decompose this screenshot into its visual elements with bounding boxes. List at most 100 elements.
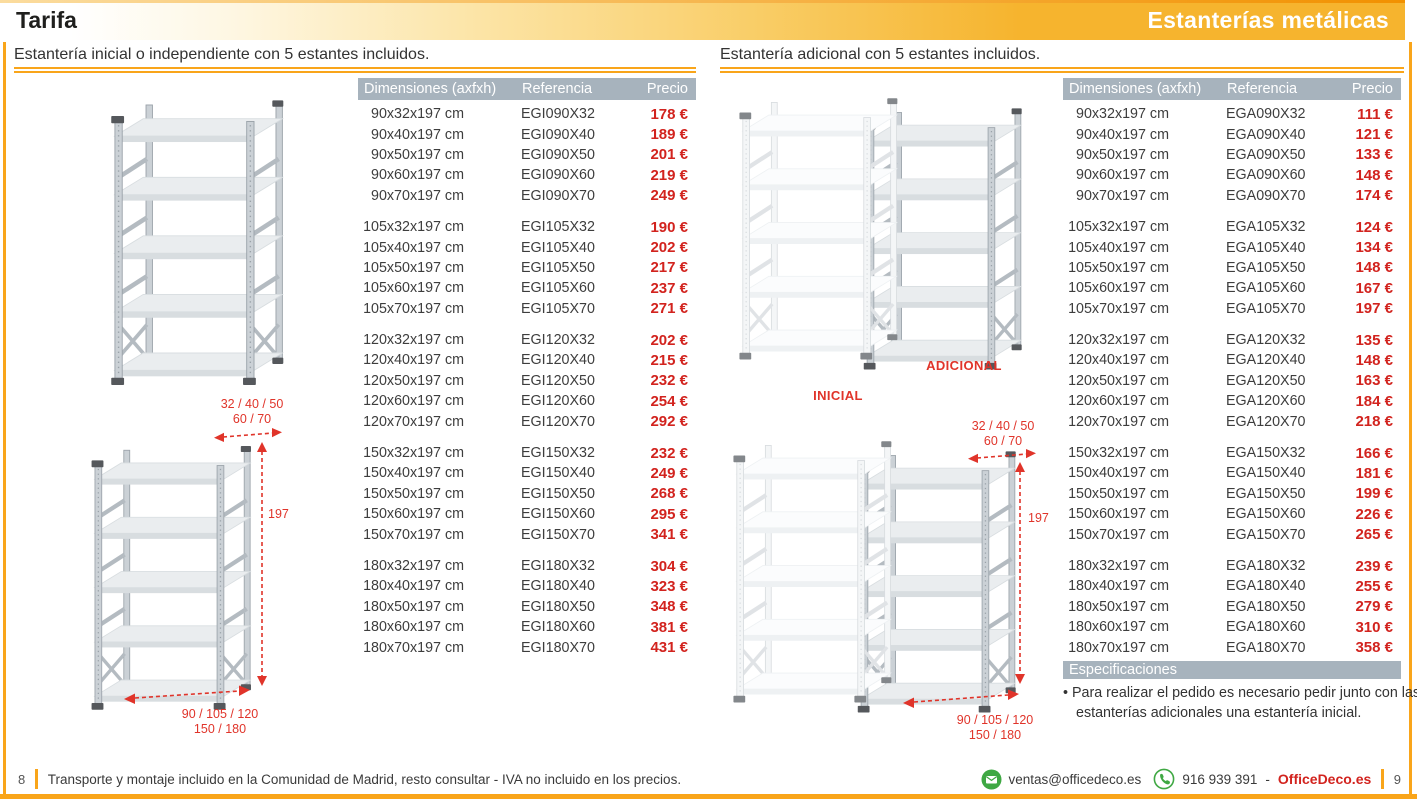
table-body: 90x32x197 cm EGA090X32 111 € 90x40x197 cm EG…	[1063, 104, 1401, 658]
cell-price: 134 €	[1355, 239, 1393, 257]
cell-reference: EGA105X40	[1226, 239, 1306, 256]
depth-dimensions-label: 32 / 40 / 50	[220, 397, 284, 411]
cell-price: 148 €	[1355, 166, 1393, 184]
email-link[interactable]: ventas@officedeco.es	[1008, 771, 1142, 787]
cell-dimensions: 90x40x197 cm	[371, 126, 464, 143]
cell-reference: EGA180X32	[1226, 558, 1306, 574]
cell-price: 255 €	[1355, 577, 1393, 595]
website-link[interactable]: OfficeDeco.es	[1277, 771, 1372, 787]
cell-reference: EGI180X40	[521, 578, 595, 595]
cell-dimensions: 105x50x197 cm	[1068, 259, 1169, 276]
cell-dimensions: 105x60x197 cm	[363, 280, 464, 297]
width-dimensions-label: 90 / 105 / 120	[956, 713, 1034, 727]
email-icon	[981, 769, 1002, 789]
footer-dash: -	[1265, 771, 1270, 787]
cell-dimensions: 150x70x197 cm	[1068, 526, 1169, 543]
cell-reference: EGI090X70	[521, 187, 595, 204]
cell-reference: EGA180X70	[1226, 639, 1306, 656]
cell-price: 148 €	[1355, 259, 1393, 277]
table-group: 150x32x197 cm EGI150X32 232 €150x40x197 cm…	[358, 443, 696, 545]
cell-dimensions: 120x60x197 cm	[363, 393, 464, 410]
cell-price: 310 €	[1355, 618, 1393, 636]
cell-price: 265 €	[1355, 526, 1393, 544]
cell-price: 215 €	[650, 351, 688, 369]
table-row: 105x40x197 cm EGI105X40 202 €	[358, 237, 696, 257]
cell-price: 201 €	[650, 146, 688, 164]
cell-reference: EGA180X40	[1226, 578, 1306, 595]
cell-reference: EGI180X70	[521, 639, 595, 656]
phone-icon	[1153, 768, 1175, 790]
cell-dimensions: 180x32x197 cm	[1068, 558, 1169, 574]
cell-reference: EGI150X32	[521, 445, 595, 462]
cell-reference: EGA090X70	[1226, 187, 1306, 204]
page-header: Tarifa Estanterías metálicas	[0, 0, 1405, 40]
cell-dimensions: 150x32x197 cm	[363, 445, 464, 462]
cell-dimensions: 120x70x197 cm	[1068, 413, 1169, 430]
cell-dimensions: 150x50x197 cm	[1068, 485, 1169, 502]
table-row: 90x70x197 cm EGI090X70 249 €	[358, 186, 696, 206]
column-dimensiones: Dimensiones (axfxh)	[1069, 81, 1202, 97]
cell-price: 358 €	[1355, 639, 1393, 657]
initial-shelf-illustration	[68, 92, 360, 400]
depth-dimensions-label-2: 60 / 70	[983, 434, 1023, 448]
table-row: 150x60x197 cm EGA150X60 226 €	[1063, 504, 1401, 524]
height-arrow-icon	[257, 442, 267, 686]
table-row: 120x70x197 cm EGI120X70 292 €	[358, 411, 696, 431]
width-arrow-icon	[903, 689, 1019, 708]
cell-price: 163 €	[1355, 372, 1393, 390]
table-header: Dimensiones (axfxh) Referencia Precio	[358, 78, 696, 100]
cell-price: 323 €	[650, 577, 688, 595]
cell-price: 189 €	[650, 126, 688, 144]
cell-dimensions: 150x70x197 cm	[363, 526, 464, 543]
table-group: 105x32x197 cm EGI105X32 190 €105x40x197 cm…	[358, 217, 696, 319]
table-row: 105x70x197 cm EGA105X70 197 €	[1063, 299, 1401, 319]
table-body: 90x32x197 cm EGI090X32 178 € 90x40x197 cm EG…	[358, 104, 696, 658]
cell-reference: EGA090X50	[1226, 146, 1306, 163]
cell-price: 431 €	[650, 639, 688, 657]
table-row: 105x32x197 cm EGA105X32 124 €	[1063, 217, 1401, 237]
cell-dimensions: 90x32x197 cm	[371, 106, 464, 123]
category-title: Estanterías metálicas	[1147, 7, 1389, 33]
cell-dimensions: 180x70x197 cm	[1068, 639, 1169, 656]
footer-right: ventas@officedeco.es 916 939 391 - Offic…	[981, 768, 1401, 790]
cell-dimensions: 105x60x197 cm	[1068, 280, 1169, 297]
cell-reference: EGA120X50	[1226, 372, 1306, 389]
cell-reference: EGI105X32	[521, 219, 595, 236]
cell-dimensions: 180x60x197 cm	[1068, 619, 1169, 636]
table-row: 120x32x197 cm EGA120X32 135 €	[1063, 330, 1401, 350]
depth-dimensions-label: 32 / 40 / 50	[971, 419, 1035, 433]
cell-dimensions: 120x70x197 cm	[363, 413, 464, 430]
cell-reference: EGI105X40	[521, 239, 595, 256]
table-row: 90x40x197 cm EGA090X40 121 €	[1063, 124, 1401, 144]
cell-price: 279 €	[1355, 598, 1393, 616]
table-row: 180x50x197 cm EGI180X50 348 €	[358, 597, 696, 617]
footer-note: Transporte y montaje incluido en la Comu…	[47, 771, 682, 787]
height-dimension-label: 197	[1028, 511, 1049, 525]
table-row: 150x70x197 cm EGI150X70 341 €	[358, 524, 696, 544]
cell-dimensions: 105x32x197 cm	[1068, 219, 1169, 236]
cell-reference: EGA150X32	[1226, 445, 1306, 462]
initial-additional-shelf-illustration: INICIAL ADICIONAL	[718, 80, 1066, 414]
table-row: 90x32x197 cm EGA090X32 111 €	[1063, 104, 1401, 124]
table-row: 105x70x197 cm EGI105X70 271 €	[358, 299, 696, 319]
cell-dimensions: 120x50x197 cm	[363, 372, 464, 389]
cell-dimensions: 90x70x197 cm	[1076, 187, 1169, 204]
page-title: Tarifa	[16, 7, 77, 33]
cell-dimensions: 105x32x197 cm	[363, 219, 464, 236]
divider	[14, 67, 696, 73]
table-row: 90x60x197 cm EGA090X60 148 €	[1063, 165, 1401, 185]
cell-reference: EGI150X50	[521, 485, 595, 502]
depth-arrow-icon	[214, 428, 282, 442]
cell-price: 135 €	[1355, 331, 1393, 349]
table-row: 90x70x197 cm EGA090X70 174 €	[1063, 186, 1401, 206]
cell-price: 166 €	[1355, 444, 1393, 462]
cell-price: 167 €	[1355, 279, 1393, 297]
additional-section-subtitle: Estantería adicional con 5 estantes incl…	[720, 46, 1041, 63]
cell-reference: EGA090X40	[1226, 126, 1306, 143]
cell-dimensions: 105x50x197 cm	[363, 259, 464, 276]
cell-dimensions: 150x40x197 cm	[1068, 465, 1169, 482]
height-dimension-label: 197	[268, 507, 289, 521]
cell-price: 202 €	[650, 239, 688, 257]
table-row: 105x60x197 cm EGA105X60 167 €	[1063, 278, 1401, 298]
cell-price: 178 €	[650, 105, 688, 123]
